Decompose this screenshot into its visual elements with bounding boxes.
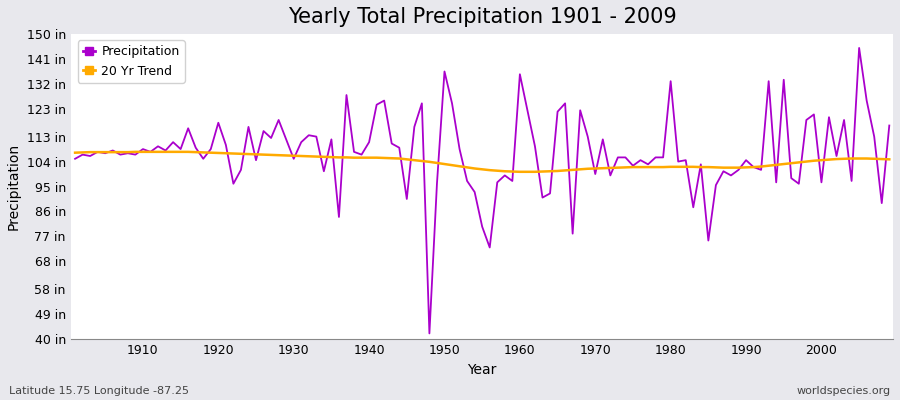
Bar: [71, 314, 893, 339]
Bar: [71, 137, 893, 162]
X-axis label: Year: Year: [467, 363, 497, 377]
Bar: [71, 212, 893, 236]
Bar: [71, 261, 893, 289]
Bar: [71, 84, 893, 109]
Text: Latitude 15.75 Longitude -87.25: Latitude 15.75 Longitude -87.25: [9, 386, 189, 396]
Bar: [71, 289, 893, 314]
Bar: [71, 186, 893, 212]
Bar: [71, 109, 893, 137]
Text: worldspecies.org: worldspecies.org: [796, 386, 891, 396]
Bar: [71, 236, 893, 261]
Legend: Precipitation, 20 Yr Trend: Precipitation, 20 Yr Trend: [77, 40, 184, 82]
Bar: [71, 59, 893, 84]
Title: Yearly Total Precipitation 1901 - 2009: Yearly Total Precipitation 1901 - 2009: [288, 7, 677, 27]
Bar: [71, 162, 893, 186]
Y-axis label: Precipitation: Precipitation: [7, 143, 21, 230]
Bar: [71, 34, 893, 59]
